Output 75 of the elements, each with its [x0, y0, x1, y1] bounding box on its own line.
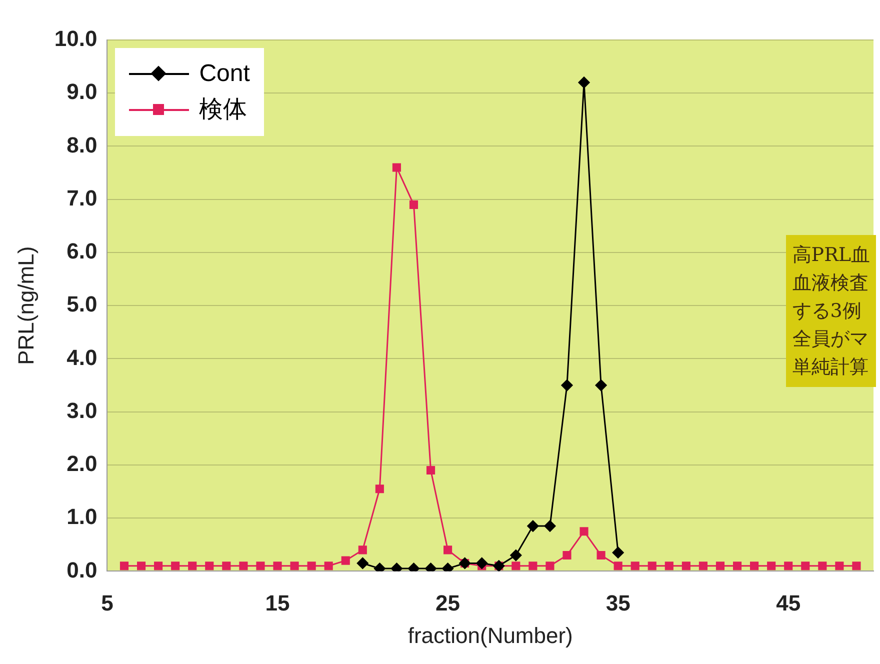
- x-tick-label: 25: [436, 590, 460, 616]
- point: [801, 562, 810, 570]
- point: [732, 562, 742, 570]
- point: [527, 520, 539, 532]
- point: [784, 562, 793, 570]
- point: [426, 466, 436, 475]
- x-axis-title: fraction(Number): [408, 622, 573, 648]
- y-tick-label: 0.0: [66, 557, 98, 582]
- point: [307, 562, 316, 570]
- x-tick-label: 35: [606, 590, 630, 616]
- y-tick-label: 9.0: [66, 79, 98, 104]
- point: [750, 562, 759, 570]
- legend-label: 検体: [199, 95, 248, 125]
- point: [136, 562, 146, 570]
- point: [562, 550, 572, 560]
- y-tick-label: 6.0: [66, 238, 98, 264]
- point: [358, 546, 367, 554]
- point: [510, 550, 522, 562]
- annotation: 高PRL血: [792, 243, 870, 268]
- point: [409, 200, 418, 209]
- point: [698, 562, 708, 570]
- point: [528, 562, 538, 570]
- point: [222, 562, 231, 570]
- y-tick-label: 7.0: [66, 185, 98, 210]
- point: [544, 520, 556, 532]
- y-tick-label: 10.0: [54, 26, 98, 52]
- point: [239, 562, 248, 570]
- point: [716, 562, 725, 570]
- point: [341, 556, 350, 565]
- point: [630, 562, 640, 570]
- point: [444, 546, 452, 554]
- annotation: 血液検査: [792, 271, 870, 296]
- point: [476, 557, 488, 569]
- point: [154, 562, 163, 570]
- point: [767, 562, 776, 570]
- x-tick-label: 5: [101, 590, 114, 616]
- y-tick-label: 5.0: [66, 292, 98, 317]
- y-tick-label: 4.0: [66, 344, 98, 370]
- annotation: 全員がマ: [792, 327, 870, 352]
- annotation: する3例: [792, 299, 862, 324]
- point: [612, 546, 624, 558]
- point: [290, 562, 299, 570]
- x-tick-label: 15: [265, 590, 290, 616]
- point: [595, 380, 607, 392]
- annotation: 単純計算: [792, 355, 870, 380]
- point: [324, 562, 333, 570]
- point: [546, 562, 554, 570]
- point: [818, 562, 827, 570]
- point: [120, 562, 129, 570]
- y-tick-label: 3.0: [66, 398, 98, 423]
- point: [392, 163, 401, 172]
- point: [580, 527, 588, 536]
- point: [664, 562, 674, 570]
- legend-label: Cont: [199, 59, 250, 89]
- point: [273, 562, 282, 570]
- x-tick-label: 45: [776, 590, 801, 616]
- y-tick-label: 2.0: [66, 451, 98, 476]
- point: [356, 557, 368, 569]
- y-tick-label: 1.0: [66, 504, 98, 530]
- point: [682, 562, 690, 570]
- point: [375, 484, 384, 494]
- y-tick-label: 8.0: [66, 132, 98, 158]
- point: [512, 562, 520, 570]
- point: [835, 562, 844, 570]
- point: [614, 562, 622, 570]
- point: [578, 76, 590, 88]
- point: [596, 550, 606, 560]
- point: [852, 562, 861, 570]
- point: [256, 562, 265, 570]
- point: [648, 562, 656, 570]
- point: [205, 562, 214, 570]
- point: [561, 380, 573, 392]
- point: [188, 562, 197, 570]
- y-axis-title: PRL(ng/mL): [13, 246, 38, 365]
- point: [171, 562, 180, 570]
